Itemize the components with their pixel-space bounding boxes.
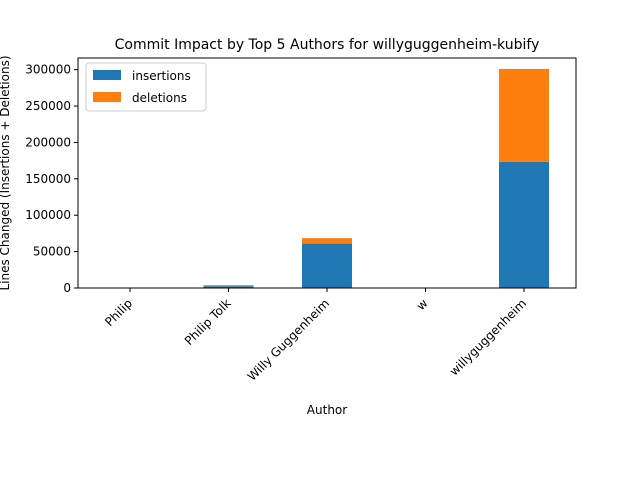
plot-frame <box>77 57 577 289</box>
bar-insertions-willyguggenheim <box>499 161 549 288</box>
chart-title: Commit Impact by Top 5 Authors for willy… <box>115 37 540 53</box>
bar-insertions-philip-tolk <box>203 286 254 288</box>
legend-label-insertions: insertions <box>132 69 191 83</box>
y-axis-label: Lines Changed (Insertions + Deletions) <box>0 55 12 290</box>
x-axis-label: Author <box>307 403 347 417</box>
y-tick-label: 250000 <box>25 99 71 113</box>
legend-label-deletions: deletions <box>132 91 187 105</box>
y-tick-label: 200000 <box>25 135 71 149</box>
y-tick-label: 300000 <box>25 63 71 77</box>
y-axis: 0 50000 100000 150000 200000 250000 300000 <box>25 63 78 295</box>
bar-deletions-philip-tolk <box>203 285 254 287</box>
legend-swatch-deletions <box>93 92 121 102</box>
bar-deletions-willyguggenheim <box>499 68 549 162</box>
legend: insertions deletions <box>85 62 207 112</box>
bar-deletions-willy-guggenheim <box>302 238 352 244</box>
y-tick-label: 50000 <box>33 245 71 259</box>
y-tick-label: 0 <box>63 281 71 295</box>
y-tick-label: 150000 <box>25 172 71 186</box>
bars-layer <box>203 68 549 288</box>
bar-insertions-willy-guggenheim <box>302 243 352 288</box>
legend-swatch-insertions <box>93 70 121 80</box>
y-tick-label: 100000 <box>25 208 71 222</box>
